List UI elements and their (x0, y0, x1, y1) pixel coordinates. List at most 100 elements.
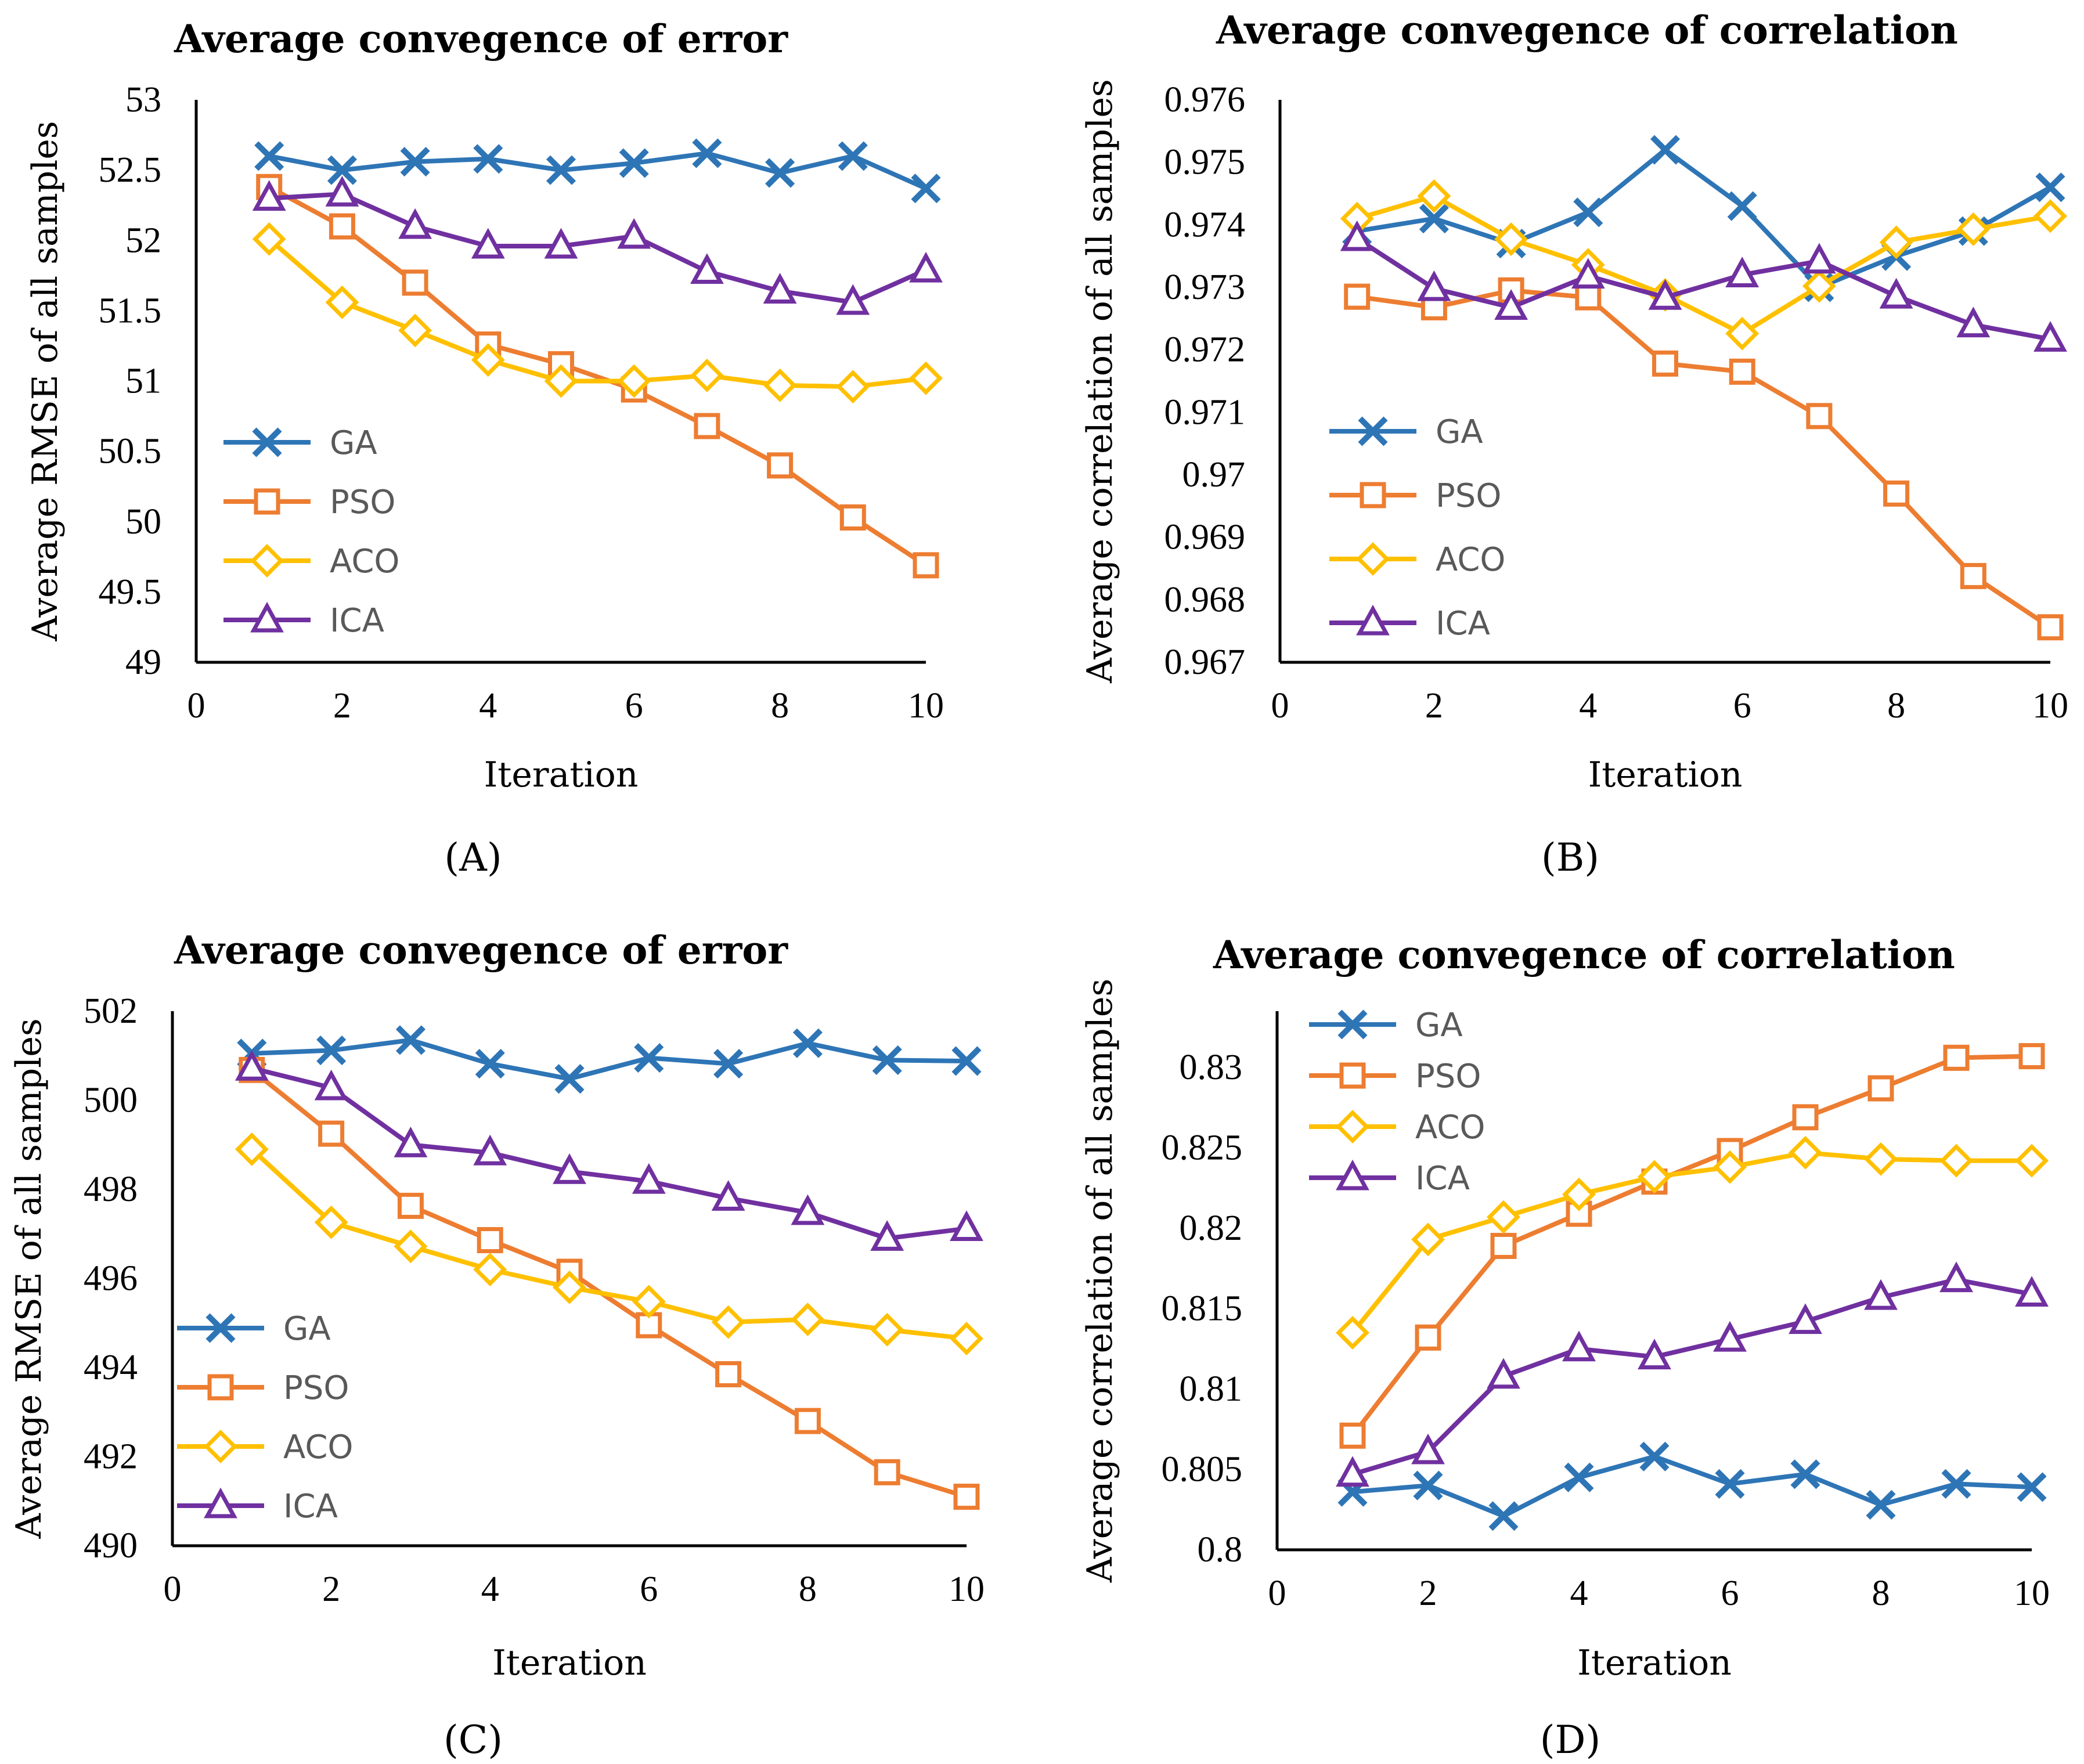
panel-label: (C) (444, 1718, 503, 1762)
data-point (252, 180, 286, 211)
y-tick-label: 496 (84, 1259, 138, 1298)
data-point (711, 1305, 745, 1339)
data-point (2015, 1276, 2049, 1307)
data-point (690, 253, 724, 284)
legend-marker (254, 488, 280, 515)
data-point (694, 413, 720, 439)
data-point (325, 176, 359, 207)
x-tick-label: 10 (908, 686, 944, 726)
y-tick-label: 0.97 (1182, 455, 1246, 495)
legend-label: ACO (1436, 541, 1506, 579)
x-tick-label: 4 (481, 1570, 499, 1609)
data-point (316, 1036, 347, 1066)
legend-item-pso: PSO (1309, 1058, 1481, 1095)
data-point (1806, 403, 1833, 430)
y-tick-label: 0.975 (1164, 143, 1246, 182)
y-tick-label: 492 (84, 1437, 138, 1477)
x-tick-label: 8 (1887, 686, 1905, 726)
data-point (692, 138, 722, 168)
data-point (1487, 1200, 1520, 1234)
series-line (1355, 236, 2051, 342)
data-point (1487, 1358, 1520, 1389)
data-point (1789, 1303, 1822, 1334)
series-line (1356, 193, 2051, 336)
y-tick-label: 490 (84, 1526, 138, 1565)
y-tick-label: 0.815 (1162, 1289, 1243, 1328)
series-aco (1336, 1135, 2049, 1350)
legend-label: ICA (283, 1488, 338, 1525)
y-tick-label: 0.972 (1164, 330, 1246, 370)
x-axis-title: Iteration (1577, 1643, 1732, 1683)
data-point (553, 1270, 586, 1304)
data-point (1790, 1459, 1820, 1489)
data-point (1943, 1044, 1970, 1071)
x-tick-label: 6 (625, 686, 643, 726)
data-point (1650, 135, 1681, 165)
legend-item-ga: GA (177, 1310, 331, 1348)
data-point (473, 144, 503, 174)
data-point (634, 1043, 664, 1073)
data-point (1340, 220, 1374, 251)
legend-item-pso: PSO (223, 484, 395, 521)
data-point (1866, 1489, 1896, 1520)
x-tick-label: 2 (1419, 1574, 1437, 1613)
data-point (1867, 1075, 1894, 1102)
data-point (473, 1134, 507, 1166)
x-tick-label: 10 (2032, 686, 2068, 726)
data-point (1411, 1433, 1445, 1464)
x-axis-title: Iteration (1588, 755, 1743, 795)
x-tick-label: 6 (1721, 1574, 1739, 1613)
data-point (252, 222, 286, 256)
x-tick-label: 2 (333, 686, 351, 726)
data-point (1562, 1330, 1596, 1362)
data-point (1802, 269, 1836, 303)
series-line (250, 1147, 967, 1341)
y-tick-label: 500 (84, 1081, 138, 1120)
x-tick-label: 8 (771, 686, 789, 726)
x-tick-label: 0 (1268, 1574, 1286, 1613)
data-point (791, 1303, 825, 1337)
data-point (909, 251, 943, 283)
data-point (632, 1163, 666, 1194)
series-aco (235, 1132, 983, 1356)
legend-marker (1339, 1062, 1366, 1089)
data-point (2017, 1472, 2047, 1502)
x-tick-label: 2 (322, 1570, 340, 1609)
data-point (318, 1120, 345, 1147)
data-point (836, 284, 870, 315)
series-line (251, 1037, 967, 1081)
data-point (1562, 1177, 1596, 1211)
data-point (314, 1069, 348, 1101)
data-point (1494, 222, 1528, 257)
legend-item-aco: ACO (223, 543, 400, 580)
legend-marker (204, 1487, 237, 1518)
series-ga (1337, 1441, 2047, 1531)
legend-marker (1360, 482, 1386, 508)
series-line (1350, 1150, 2032, 1334)
data-point (397, 1192, 424, 1219)
x-tick-label: 6 (1733, 686, 1751, 726)
data-point (2015, 1143, 2049, 1178)
data-point (872, 1045, 902, 1075)
y-tick-label: 49.5 (99, 572, 162, 612)
data-point (874, 1459, 900, 1485)
data-point (690, 358, 724, 392)
y-tick-label: 0.83 (1180, 1048, 1243, 1087)
data-point (1638, 1160, 1671, 1194)
legend-item-aco: ACO (1329, 541, 1506, 579)
data-point (1413, 1470, 1443, 1500)
legend-marker (207, 1374, 234, 1401)
y-axis-title: Average RMSE of all samples (9, 1018, 49, 1539)
legend-marker (252, 427, 282, 457)
data-point (1573, 197, 1603, 228)
series-ica (252, 176, 943, 315)
legend-marker (1337, 1009, 1368, 1040)
legend-item-ica: ICA (177, 1487, 338, 1525)
y-tick-label: 0.976 (1164, 80, 1246, 120)
data-point (477, 1226, 503, 1253)
y-tick-label: 0.973 (1164, 268, 1246, 307)
data-point (838, 141, 868, 171)
legend-item-ica: ICA (223, 601, 384, 640)
y-axis-title: Average correlation of all samples (1080, 79, 1120, 683)
